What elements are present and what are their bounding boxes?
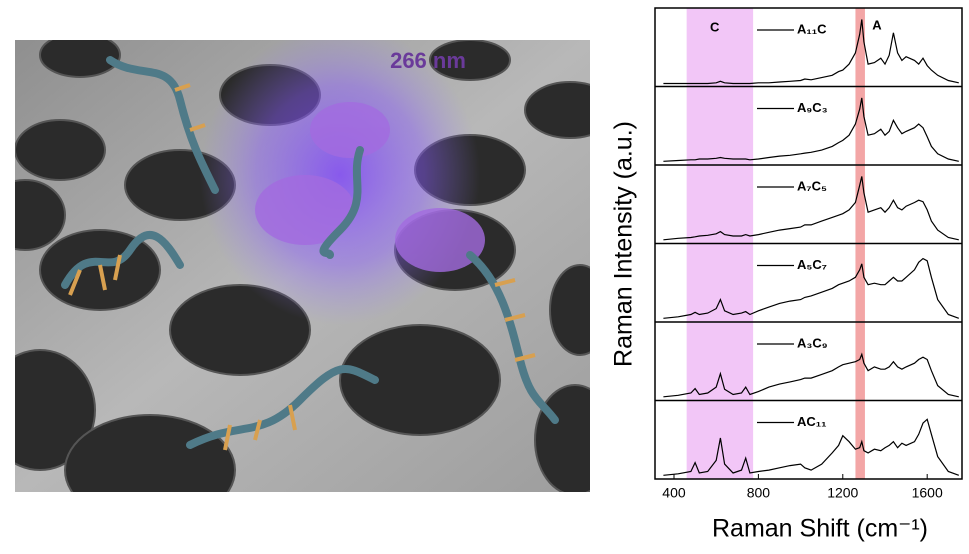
x-axis-label: Raman Shift (cm⁻¹) [712,515,928,543]
wavelength-label: 266 nm [390,48,466,73]
illustration: 266 nm [15,40,590,492]
x-tick-label: 1200 [827,485,858,501]
spectrum-line [663,97,959,162]
x-tick-label: 1600 [912,485,943,501]
region-label: A [872,17,882,32]
series-label: AC₁₁ [797,414,827,429]
x-tick-label: 800 [747,485,771,501]
region-label: C [710,19,720,34]
series-label: A₉C₃ [797,100,828,115]
series-label: A₃C₉ [797,335,828,350]
y-axis-label: Raman Intensity (a.u.) [610,121,638,367]
plot-frame [654,7,963,480]
spectrum-line [663,19,959,85]
series-label: A₅C₇ [797,257,827,272]
series-label: A₇C₅ [797,178,827,193]
series-label: A₁₁C [797,21,827,36]
spectrum-line [663,352,959,398]
x-tick-label: 400 [662,485,686,501]
spectrum-line [663,176,959,241]
spectrum-line [663,418,960,476]
spectrum-line [663,257,960,319]
